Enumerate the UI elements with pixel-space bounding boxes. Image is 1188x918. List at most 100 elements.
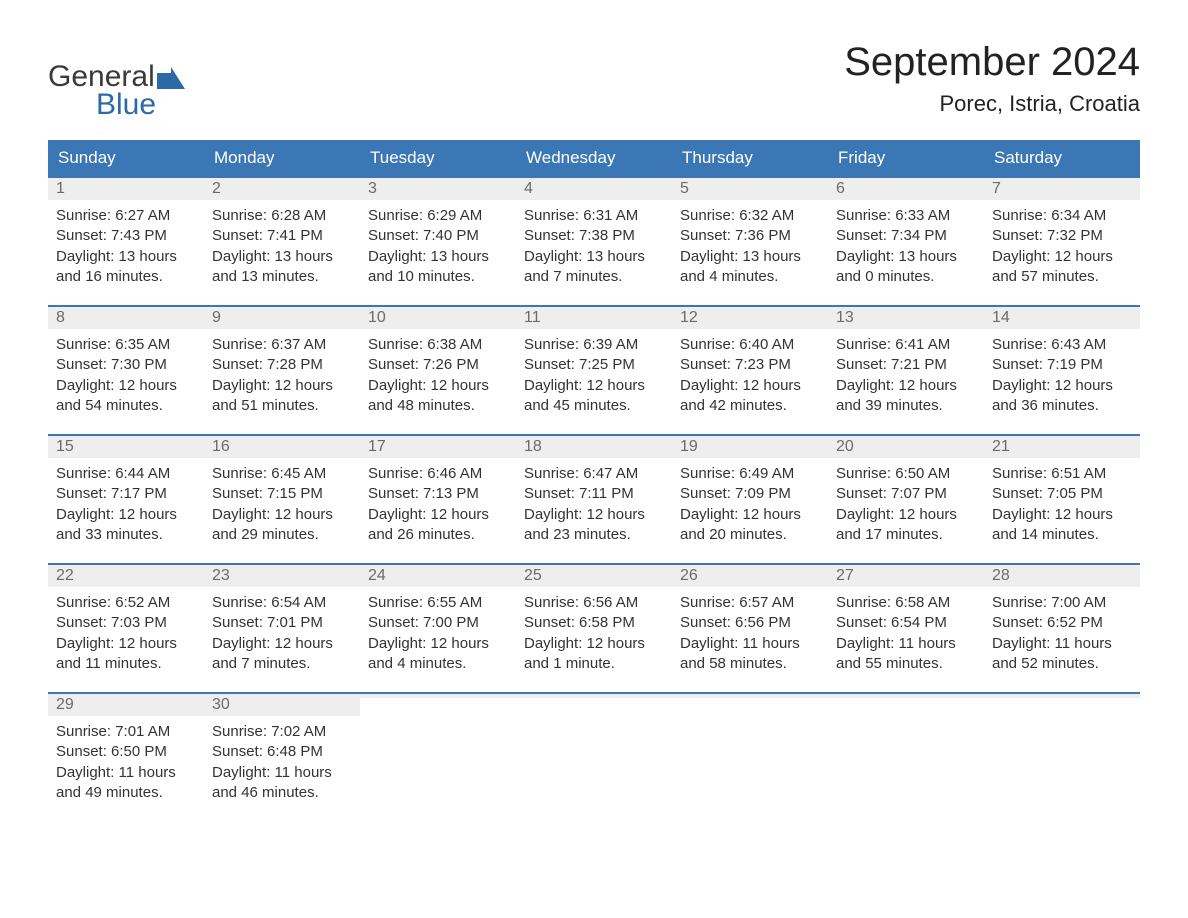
day-number: 7 xyxy=(992,180,1001,197)
day-number-row: 16 xyxy=(204,436,360,458)
day-cell: 18Sunrise: 6:47 AMSunset: 7:11 PMDayligh… xyxy=(516,436,672,549)
sunrise-text: Sunrise: 6:37 AM xyxy=(212,335,352,355)
day-cell: 24Sunrise: 6:55 AMSunset: 7:00 PMDayligh… xyxy=(360,565,516,678)
day-cell: 7 Sunrise: 6:34 AMSunset: 7:32 PMDaylight… xyxy=(984,178,1140,291)
daylight-text: Daylight: 12 hours and 29 minutes. xyxy=(212,505,352,546)
dow-friday: Friday xyxy=(828,140,984,176)
day-number-row: 19 xyxy=(672,436,828,458)
day-body: Sunrise: 7:00 AMSunset: 6:52 PMDaylight:… xyxy=(984,587,1140,678)
sunset-text: Sunset: 6:56 PM xyxy=(680,613,820,633)
day-number-row: 4 xyxy=(516,178,672,200)
day-number: 12 xyxy=(680,309,698,326)
daylight-text: Daylight: 12 hours and 11 minutes. xyxy=(56,634,196,675)
sunrise-text: Sunrise: 6:28 AM xyxy=(212,206,352,226)
sunset-text: Sunset: 7:03 PM xyxy=(56,613,196,633)
day-number: 3 xyxy=(368,180,377,197)
day-cell: 9Sunrise: 6:37 AMSunset: 7:28 PMDaylight… xyxy=(204,307,360,420)
day-cell: 23Sunrise: 6:54 AMSunset: 7:01 PMDayligh… xyxy=(204,565,360,678)
day-cell: 5Sunrise: 6:32 AMSunset: 7:36 PMDaylight… xyxy=(672,178,828,291)
day-number-row: 6 xyxy=(828,178,984,200)
day-number: 2 xyxy=(212,180,221,197)
day-body: Sunrise: 6:54 AMSunset: 7:01 PMDaylight:… xyxy=(204,587,360,678)
day-number-row: 30 xyxy=(204,694,360,716)
day-number-row: 29 xyxy=(48,694,204,716)
daylight-text: Daylight: 12 hours and 42 minutes. xyxy=(680,376,820,417)
day-number-row xyxy=(828,694,984,698)
day-number-row: 10 xyxy=(360,307,516,329)
daylight-text: Daylight: 13 hours and 10 minutes. xyxy=(368,247,508,288)
day-number: 29 xyxy=(56,696,74,713)
daylight-text: Daylight: 13 hours and 0 minutes. xyxy=(836,247,976,288)
sunset-text: Sunset: 7:40 PM xyxy=(368,226,508,246)
day-number-row: 14 xyxy=(984,307,1140,329)
sunset-text: Sunset: 7:15 PM xyxy=(212,484,352,504)
day-number-row: 1 xyxy=(48,178,204,200)
daylight-text: Daylight: 12 hours and 17 minutes. xyxy=(836,505,976,546)
day-number: 27 xyxy=(836,567,854,584)
day-number-row: 23 xyxy=(204,565,360,587)
day-body: Sunrise: 6:35 AMSunset: 7:30 PMDaylight:… xyxy=(48,329,204,420)
day-number-row: 3 xyxy=(360,178,516,200)
day-cell xyxy=(828,694,984,807)
day-cell: 12Sunrise: 6:40 AMSunset: 7:23 PMDayligh… xyxy=(672,307,828,420)
sunrise-text: Sunrise: 6:31 AM xyxy=(524,206,664,226)
sunset-text: Sunset: 7:23 PM xyxy=(680,355,820,375)
day-cell: 14Sunrise: 6:43 AMSunset: 7:19 PMDayligh… xyxy=(984,307,1140,420)
daylight-text: Daylight: 12 hours and 33 minutes. xyxy=(56,505,196,546)
day-cell: 1Sunrise: 6:27 AMSunset: 7:43 PMDaylight… xyxy=(48,178,204,291)
day-number-row: 5 xyxy=(672,178,828,200)
day-number: 17 xyxy=(368,438,386,455)
daylight-text: Daylight: 11 hours and 52 minutes. xyxy=(992,634,1132,675)
day-number-row: 7 xyxy=(984,178,1140,200)
day-number-row: 15 xyxy=(48,436,204,458)
day-number: 8 xyxy=(56,309,65,326)
week-row: 22Sunrise: 6:52 AMSunset: 7:03 PMDayligh… xyxy=(48,563,1140,678)
logo-text-blue: Blue xyxy=(96,88,185,122)
day-number: 5 xyxy=(680,180,689,197)
day-number-row: 9 xyxy=(204,307,360,329)
sunrise-text: Sunrise: 6:45 AM xyxy=(212,464,352,484)
day-body: Sunrise: 6:43 AMSunset: 7:19 PMDaylight:… xyxy=(984,329,1140,420)
dow-monday: Monday xyxy=(204,140,360,176)
sunrise-text: Sunrise: 6:29 AM xyxy=(368,206,508,226)
day-number-row: 20 xyxy=(828,436,984,458)
day-cell: 15Sunrise: 6:44 AMSunset: 7:17 PMDayligh… xyxy=(48,436,204,549)
sunset-text: Sunset: 7:36 PM xyxy=(680,226,820,246)
day-number: 25 xyxy=(524,567,542,584)
daylight-text: Daylight: 12 hours and 1 minute. xyxy=(524,634,664,675)
day-number: 11 xyxy=(524,309,541,326)
day-number: 16 xyxy=(212,438,230,455)
day-body: Sunrise: 6:33 AMSunset: 7:34 PMDaylight:… xyxy=(828,200,984,291)
logo: General Blue xyxy=(48,60,185,122)
sunset-text: Sunset: 7:13 PM xyxy=(368,484,508,504)
sunrise-text: Sunrise: 6:54 AM xyxy=(212,593,352,613)
sunset-text: Sunset: 7:19 PM xyxy=(992,355,1132,375)
sunset-text: Sunset: 7:41 PM xyxy=(212,226,352,246)
day-body: Sunrise: 6:51 AMSunset: 7:05 PMDaylight:… xyxy=(984,458,1140,549)
sunrise-text: Sunrise: 6:43 AM xyxy=(992,335,1132,355)
day-number: 30 xyxy=(212,696,230,713)
daylight-text: Daylight: 11 hours and 49 minutes. xyxy=(56,763,196,804)
day-cell: 19Sunrise: 6:49 AMSunset: 7:09 PMDayligh… xyxy=(672,436,828,549)
sunset-text: Sunset: 7:21 PM xyxy=(836,355,976,375)
day-cell xyxy=(672,694,828,807)
day-number-row: 24 xyxy=(360,565,516,587)
day-number: 13 xyxy=(836,309,854,326)
daylight-text: Daylight: 12 hours and 57 minutes. xyxy=(992,247,1132,288)
day-body: Sunrise: 6:34 AMSunset: 7:32 PMDaylight:… xyxy=(984,200,1140,291)
weeks-container: 1Sunrise: 6:27 AMSunset: 7:43 PMDaylight… xyxy=(48,176,1140,807)
week-row: 15Sunrise: 6:44 AMSunset: 7:17 PMDayligh… xyxy=(48,434,1140,549)
day-cell: 13Sunrise: 6:41 AMSunset: 7:21 PMDayligh… xyxy=(828,307,984,420)
daylight-text: Daylight: 12 hours and 48 minutes. xyxy=(368,376,508,417)
daylight-text: Daylight: 13 hours and 13 minutes. xyxy=(212,247,352,288)
dow-saturday: Saturday xyxy=(984,140,1140,176)
day-number-row: 2 xyxy=(204,178,360,200)
day-cell: 20Sunrise: 6:50 AMSunset: 7:07 PMDayligh… xyxy=(828,436,984,549)
sunset-text: Sunset: 7:17 PM xyxy=(56,484,196,504)
day-cell: 8 Sunrise: 6:35 AMSunset: 7:30 PMDaylight… xyxy=(48,307,204,420)
day-cell: 28Sunrise: 7:00 AMSunset: 6:52 PMDayligh… xyxy=(984,565,1140,678)
day-cell: 2 Sunrise: 6:28 AMSunset: 7:41 PMDaylight… xyxy=(204,178,360,291)
day-number-row: 12 xyxy=(672,307,828,329)
day-number: 20 xyxy=(836,438,854,455)
daylight-text: Daylight: 12 hours and 51 minutes. xyxy=(212,376,352,417)
